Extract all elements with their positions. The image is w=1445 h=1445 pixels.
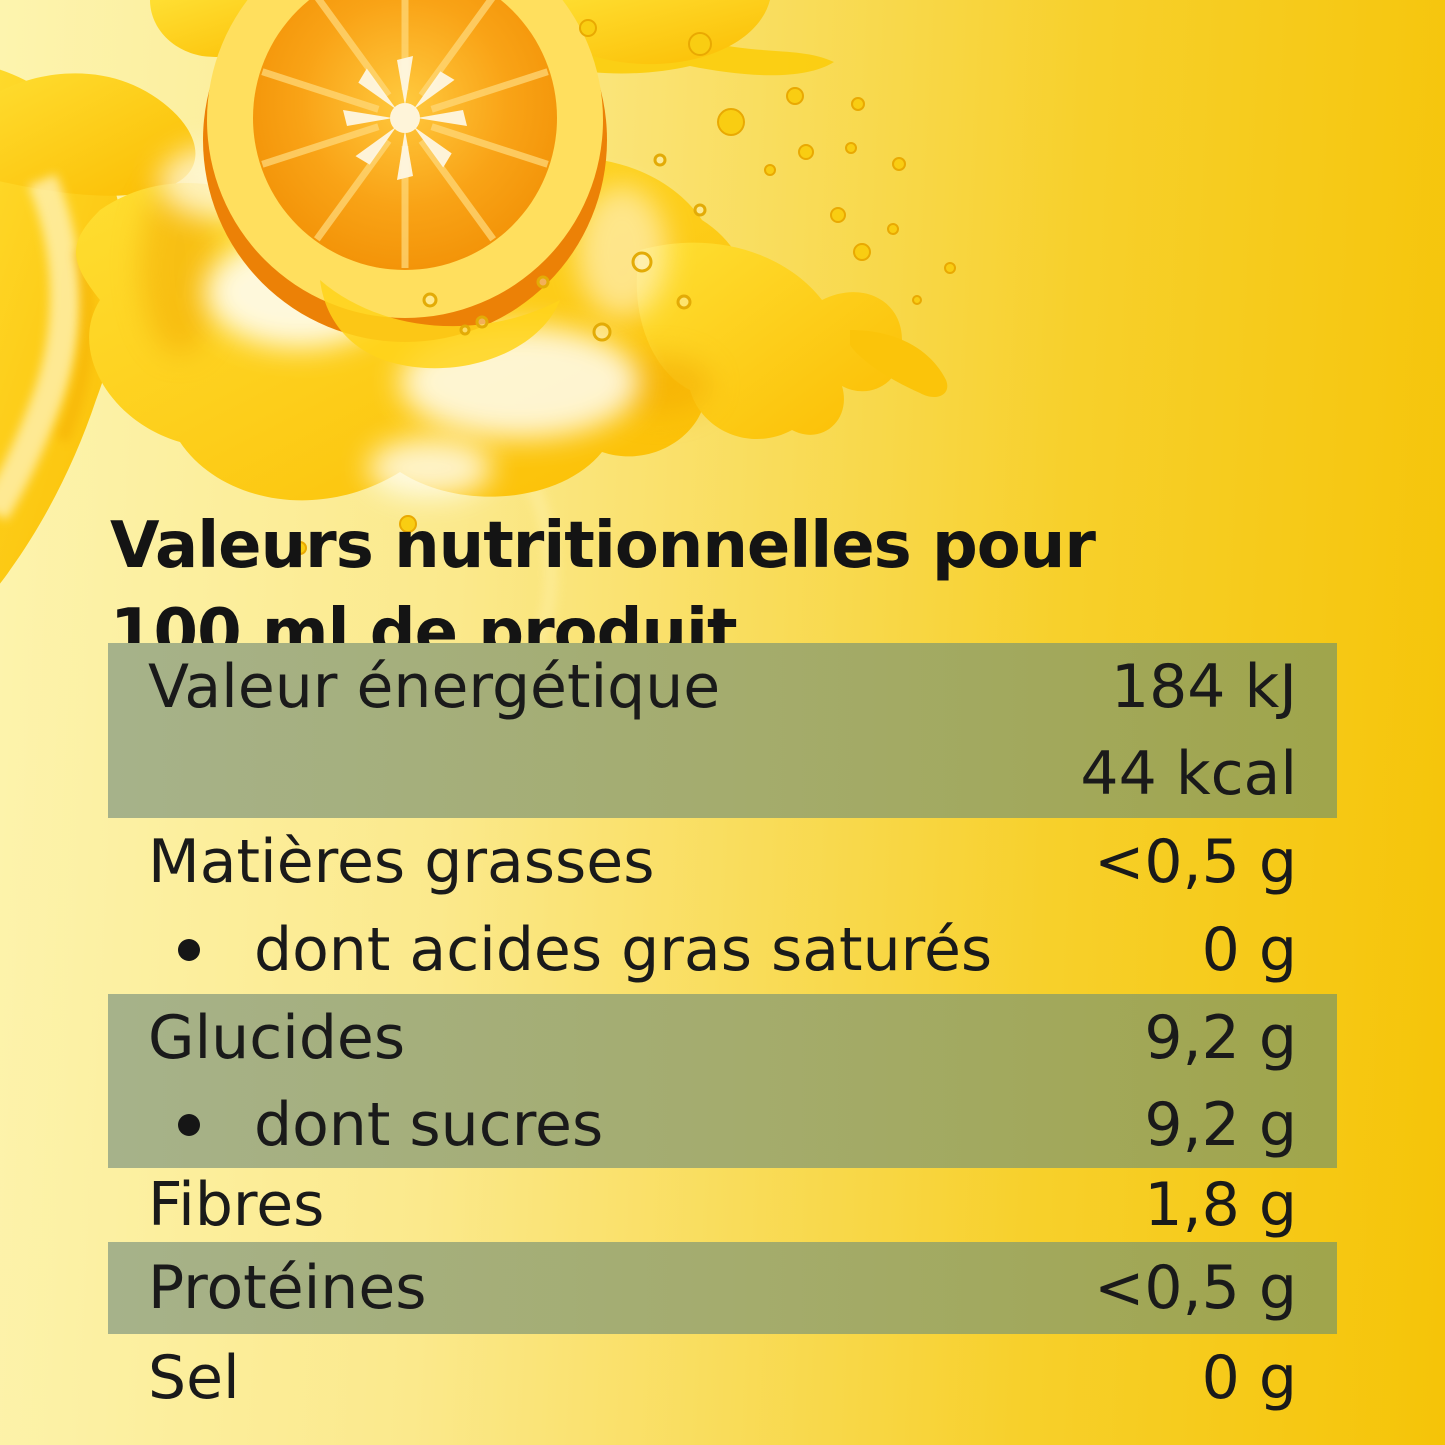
nutrient-label: Matières grasses (148, 827, 655, 897)
nutrient-label: Valeur énergétique (148, 651, 721, 722)
row-valeur-energetique: Valeur énergétique 184 kJ 44 kcal (108, 643, 1337, 818)
row-dont-sucres: dont sucres 9,2 g (108, 1081, 1337, 1168)
orange-slice-icon (203, 0, 607, 342)
nutrient-label: Fibres (148, 1170, 325, 1240)
page-title-line1: Valeurs nutritionnelles pour (110, 508, 1096, 583)
nutrient-value-kj: 184 kJ (1110, 651, 1297, 722)
nutrient-label: dont sucres (254, 1089, 604, 1160)
row-proteines: Protéines <0,5 g (108, 1242, 1337, 1334)
nutrition-table: Valeur énergétique 184 kJ 44 kcal Matièr… (108, 643, 1337, 1422)
nutrient-label: dont acides gras saturés (254, 915, 993, 985)
orange-juice-splash-image (0, 0, 956, 674)
nutrient-label: Protéines (148, 1253, 427, 1323)
nutrient-value: 0 g (1201, 915, 1297, 985)
row-matieres-grasses: Matières grasses <0,5 g (108, 818, 1337, 906)
row-fibres: Fibres 1,8 g (108, 1168, 1337, 1242)
nutrient-label: Sel (148, 1343, 240, 1413)
row-acides-gras-satures: dont acides gras saturés 0 g (108, 906, 1337, 994)
row-group-glucides: Glucides 9,2 g dont sucres 9,2 g (108, 994, 1337, 1168)
nutrient-value: 9,2 g (1144, 1002, 1297, 1073)
nutrient-value: 1,8 g (1144, 1170, 1297, 1240)
nutrient-label: Glucides (148, 1002, 406, 1073)
nutrient-value: 0 g (1201, 1343, 1297, 1413)
nutrient-value: <0,5 g (1094, 827, 1297, 897)
juice-drip (320, 280, 560, 369)
row-sel: Sel 0 g (108, 1334, 1337, 1422)
nutrient-value: 9,2 g (1144, 1089, 1297, 1160)
bullet-icon (178, 1113, 200, 1136)
bullet-icon (178, 939, 200, 961)
nutrient-value: <0,5 g (1094, 1253, 1297, 1323)
juice-droplets-icon (293, 19, 956, 555)
nutrient-value-kcal: 44 kcal (1080, 739, 1297, 809)
row-glucides: Glucides 9,2 g (108, 994, 1337, 1081)
